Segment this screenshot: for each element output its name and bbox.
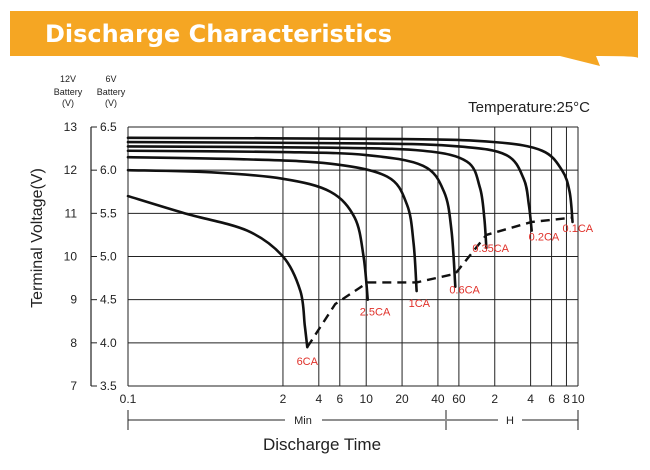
hour-label: H (506, 415, 514, 427)
right-tick-label-3: 5.0 (100, 250, 117, 264)
left-tick-label-5: 8 (70, 336, 77, 350)
left-header-line-3: (V) (62, 98, 74, 108)
x-tick-label-10: 6 (548, 392, 555, 406)
left-header-line-1: 12V (60, 74, 76, 84)
left-tick-label-2: 11 (65, 206, 78, 220)
x-axis-title: Discharge Time (263, 435, 381, 454)
right-tick-label-2: 5.5 (100, 206, 117, 220)
left-header-line-2: Battery (54, 87, 83, 97)
x-tick-label-12: 10 (571, 392, 585, 406)
temperature-note: Temperature:25°C (468, 99, 590, 116)
x-tick-label-11: 8 (563, 392, 570, 406)
curve-0_2CA (126, 140, 533, 232)
x-tick-label-6: 40 (431, 392, 445, 406)
x-unit-brackets: Min H (127, 410, 579, 430)
min-label: Min (294, 415, 312, 427)
x-tick-label-8: 2 (491, 392, 498, 406)
x-tick-label-7: 60 (452, 392, 466, 406)
left-tick-label-0: 13 (64, 120, 78, 134)
left-axis-header: 12V Battery (V) (54, 74, 83, 108)
curve-0_1CA (126, 136, 574, 224)
left-tick-label-3: 10 (64, 250, 78, 264)
x-tick-label-1: 2 (280, 392, 287, 406)
curve-label-1CA: 1CA (409, 298, 431, 310)
right-header-line-1: 6V (105, 74, 116, 84)
x-tick-label-0: 0.1 (120, 392, 137, 406)
curve-1CA (126, 155, 418, 293)
right-axis-header: 6V Battery (V) (97, 74, 126, 108)
y-axis-title: Terminal Voltage(V) (29, 168, 46, 308)
curve-label-0_1CA: 0.1CA (563, 223, 594, 235)
x-tick-label-2: 4 (315, 392, 322, 406)
left-tick-label-6: 7 (70, 379, 77, 393)
banner-shape (10, 11, 638, 66)
curve-0_6CA (126, 149, 457, 289)
right-tick-label-4: 4.5 (100, 293, 117, 307)
curve-label-0_35CA: 0.35CA (472, 243, 509, 255)
grid (127, 126, 579, 387)
x-tick-label-4: 10 (360, 392, 374, 406)
left-tick-label-4: 9 (70, 293, 77, 307)
banner: Discharge Characteristics (10, 11, 638, 66)
x-tick-label-3: 6 (336, 392, 343, 406)
curve-0_35CA (126, 145, 488, 250)
banner-title: Discharge Characteristics (45, 20, 392, 48)
right-tick-label-6: 3.5 (100, 379, 117, 393)
left-tick-label-1: 12 (64, 163, 78, 177)
x-tick-label-5: 20 (395, 392, 409, 406)
curve-label-2_5CA: 2.5CA (360, 307, 391, 319)
curve-label-0_2CA: 0.2CA (529, 232, 560, 244)
curve-2_5CA (126, 168, 370, 301)
curve-label-6CA: 6CA (297, 356, 319, 368)
right-tick-label-5: 4.0 (100, 336, 117, 350)
curve-label-0_6CA: 0.6CA (449, 285, 480, 297)
right-header-line-2: Battery (97, 87, 126, 97)
right-header-line-3: (V) (105, 98, 117, 108)
series (126, 136, 574, 349)
axes: 13 6.512 6.011 5.510 5.09 4.58 4.07 3.50.1 2 4 6 10… (64, 120, 585, 406)
curve-6CA (126, 194, 309, 349)
right-tick-label-0: 6.5 (100, 120, 117, 134)
right-tick-label-1: 6.0 (100, 163, 117, 177)
x-tick-label-9: 4 (527, 392, 534, 406)
